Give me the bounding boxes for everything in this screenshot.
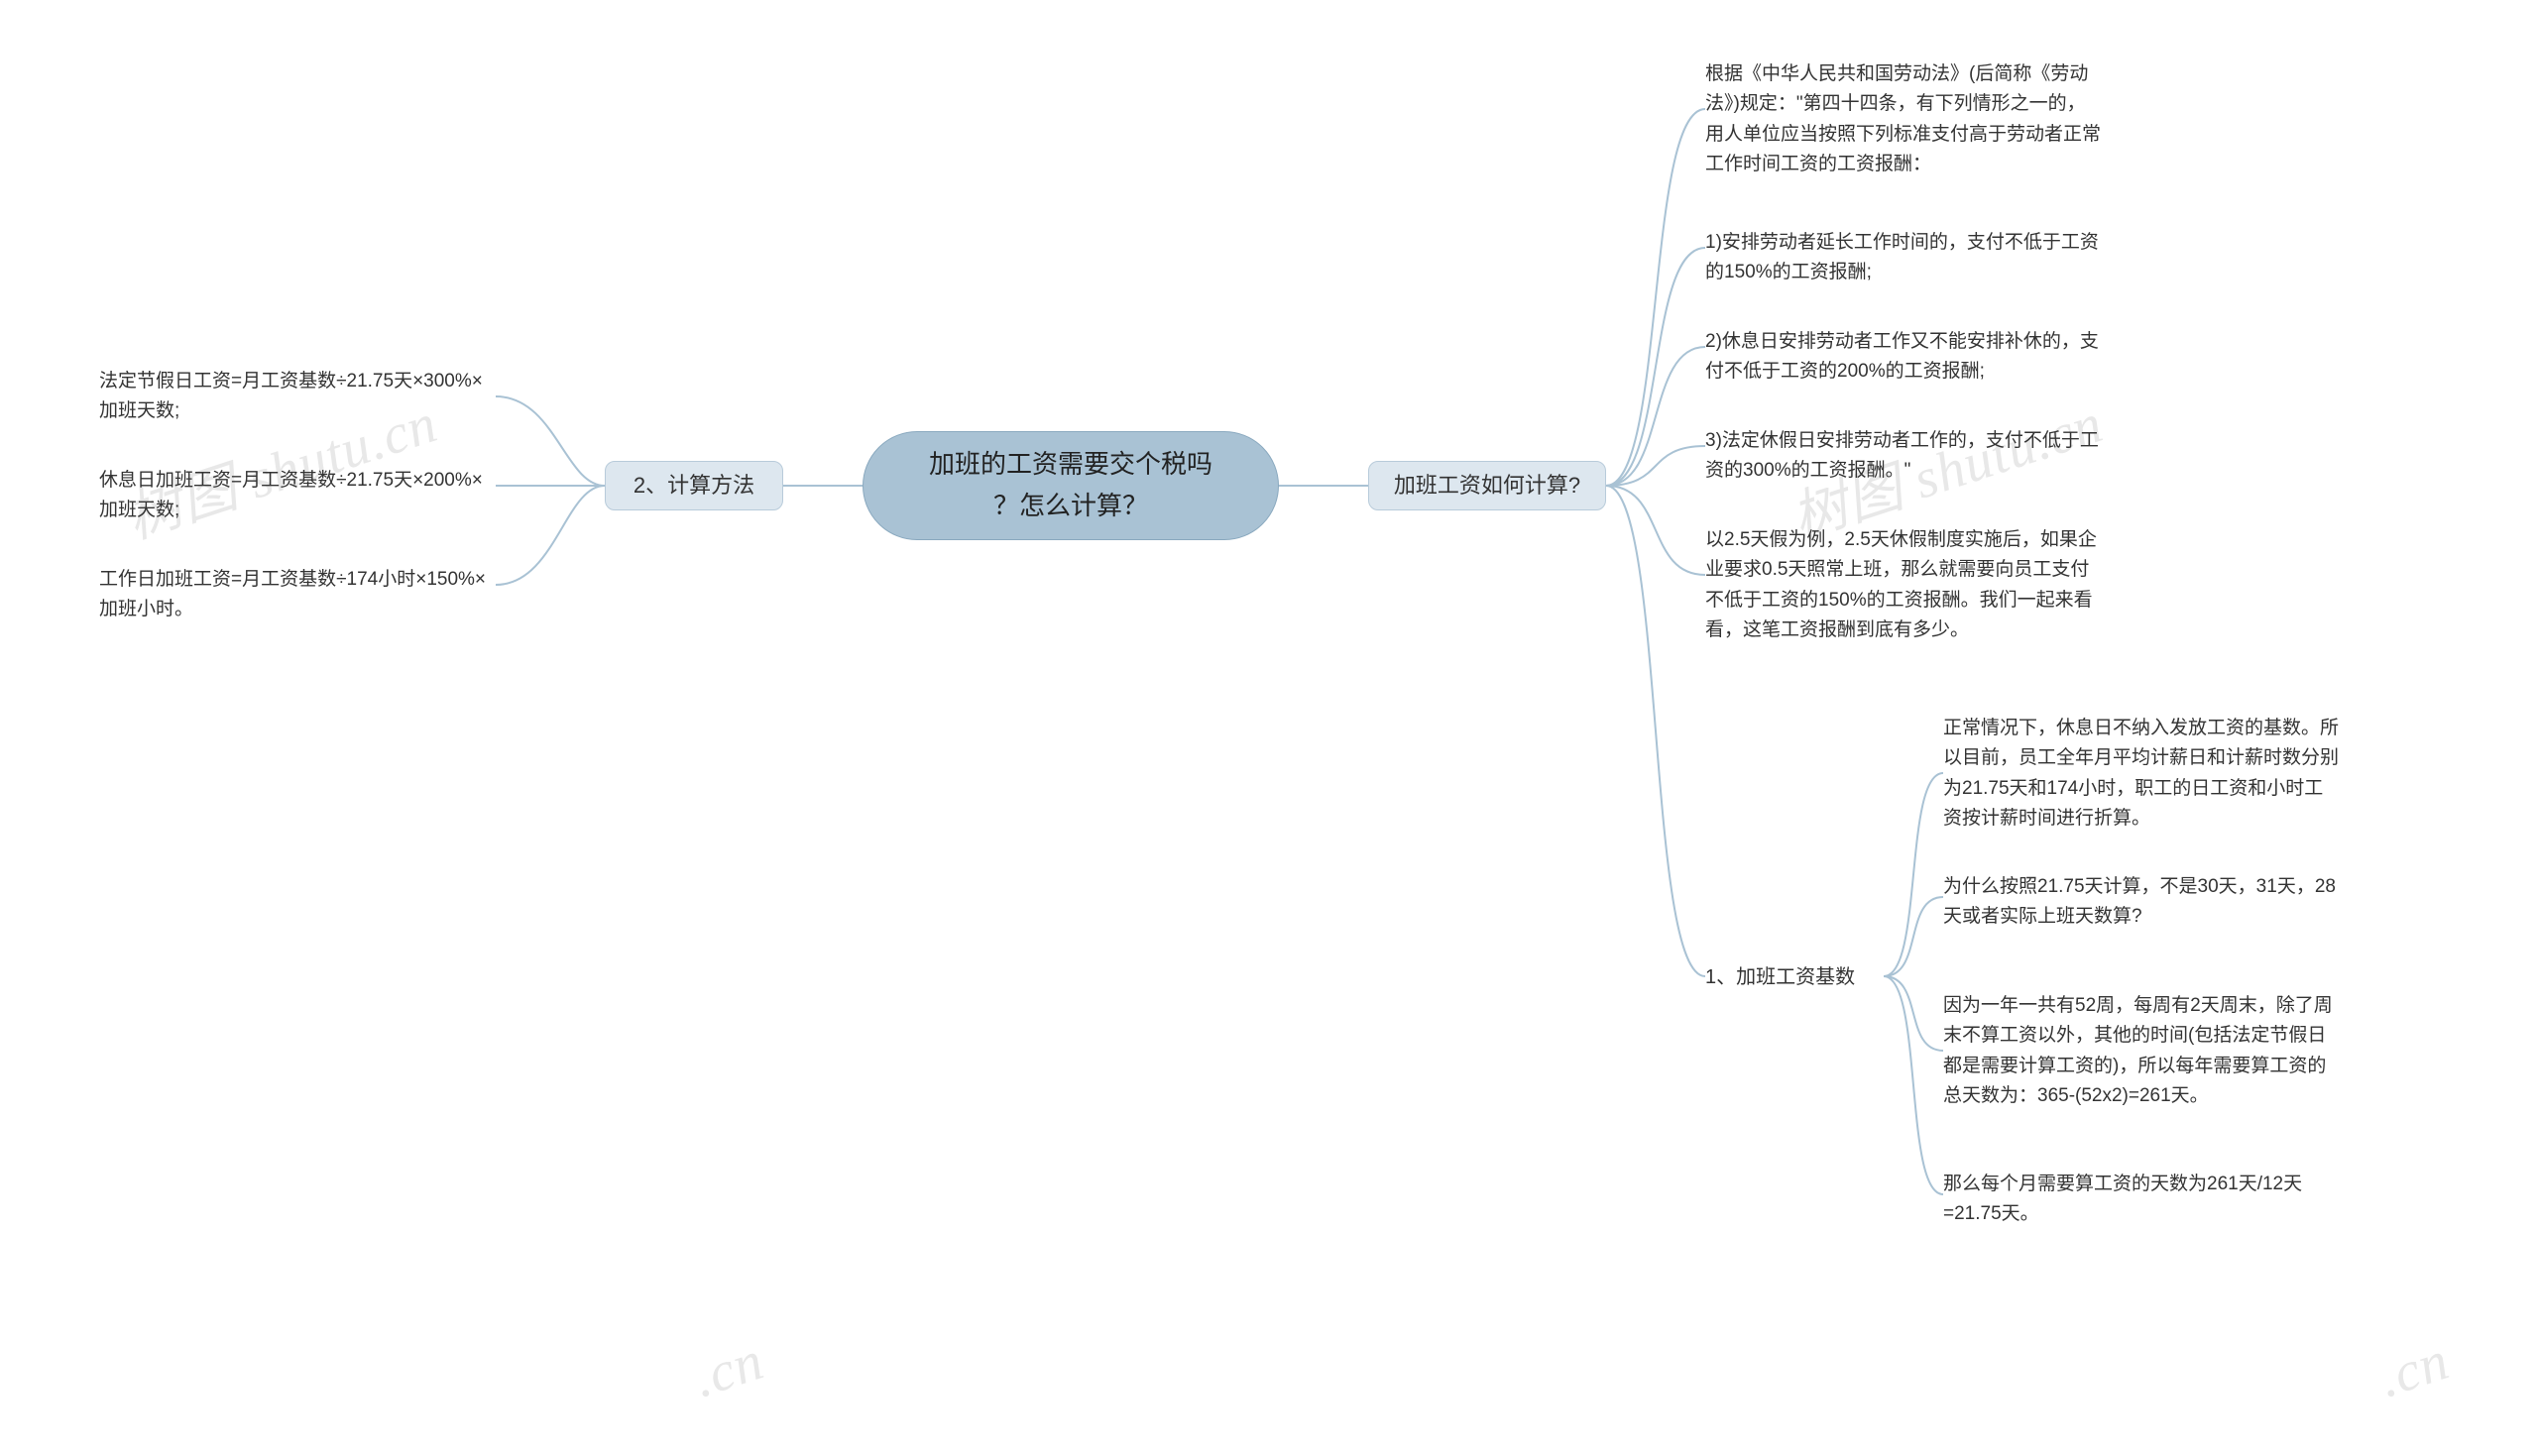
right-sub-leaf: 正常情况下，休息日不纳入发放工资的基数。所以目前，员工全年月平均计薪日和计薪时数… <box>1943 714 2340 835</box>
right-leaf: 3)法定休假日安排劳动者工作的，支付不低于工资的300%的工资报酬。" <box>1705 426 2102 487</box>
mindmap-canvas: 树图 shutu.cn 树图 shutu.cn .cn .cn 加班的工资需要交… <box>0 0 2538 1456</box>
left-leaf: 工作日加班工资=月工资基数÷174小时×150%×加班小时。 <box>99 565 496 625</box>
watermark: .cn <box>2371 1329 2457 1410</box>
left-branch: 2、计算方法 <box>605 461 783 510</box>
left-leaf: 法定节假日工资=月工资基数÷21.75天×300%×加班天数; <box>99 367 496 427</box>
right-sub-branch: 1、加班工资基数 <box>1705 961 1884 993</box>
right-branch: 加班工资如何计算? <box>1368 461 1606 510</box>
root-line1: 加班的工资需要交个税吗 <box>929 444 1212 486</box>
right-leaf: 2)休息日安排劳动者工作又不能安排补休的，支付不低于工资的200%的工资报酬; <box>1705 327 2102 388</box>
right-sub-leaf: 为什么按照21.75天计算，不是30天，31天，28天或者实际上班天数算? <box>1943 872 2340 933</box>
root-node: 加班的工资需要交个税吗 ？怎么计算？ <box>863 431 1279 540</box>
left-leaf: 休息日加班工资=月工资基数÷21.75天×200%×加班天数; <box>99 466 496 526</box>
watermark: .cn <box>686 1329 771 1410</box>
right-sub-leaf: 那么每个月需要算工资的天数为261天/12天=21.75天。 <box>1943 1170 2340 1230</box>
root-line2: ？怎么计算？ <box>993 486 1148 527</box>
right-leaf: 1)安排劳动者延长工作时间的，支付不低于工资的150%的工资报酬; <box>1705 228 2102 288</box>
right-sub-leaf: 因为一年一共有52周，每周有2天周末，除了周末不算工资以外，其他的时间(包括法定… <box>1943 991 2340 1112</box>
right-leaf: 以2.5天假为例，2.5天休假制度实施后，如果企业要求0.5天照常上班，那么就需… <box>1705 525 2102 646</box>
right-leaf: 根据《中华人民共和国劳动法》(后简称《劳动法》)规定："第四十四条，有下列情形之… <box>1705 59 2102 180</box>
